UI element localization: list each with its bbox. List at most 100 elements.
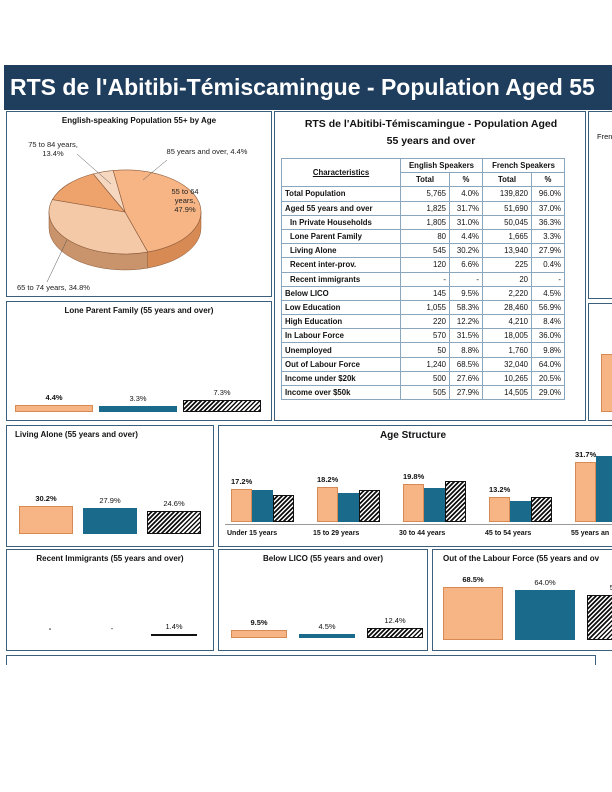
bar-value-label: 1.4%	[165, 622, 183, 631]
table-cell-fr-pct: 56.9%	[531, 299, 565, 316]
stats-table: Characteristics English Speakers French …	[281, 157, 565, 401]
pie-slice	[48, 199, 149, 255]
pie-label: 75 to 84 years, 13.4%	[28, 140, 78, 158]
page-title: RTS de l'Abitibi-Témiscamingue - Populat…	[4, 65, 612, 110]
table-cell-en-total: 50	[400, 342, 450, 358]
bar-value-label: 57.8	[587, 583, 612, 592]
other-bar	[445, 481, 466, 522]
infographic: RTS de l'Abitibi-Témiscamingue - Populat…	[4, 65, 612, 665]
table-cell-en-total: 1,825	[400, 200, 450, 216]
pie-slice	[51, 173, 126, 213]
lone-parent-panel: Lone Parent Family (55 years and over) 4…	[6, 301, 272, 421]
bottom-panel-fragment	[6, 655, 596, 665]
age-category-label: 30 to 44 years	[399, 530, 446, 537]
french-bar	[596, 456, 612, 522]
table-cell-label: Income over $50k	[281, 384, 401, 401]
table-cell-fr-pct: 64.0%	[531, 356, 565, 372]
immigrants-panel: Recent Immigrants (55 years and over) - -…	[6, 549, 214, 651]
table-row: In Private Households 1,805 31.0% 50,045 36.…	[281, 214, 565, 230]
table-cell-en-pct: 4.0%	[449, 186, 483, 202]
col-english: English Speakers	[400, 157, 483, 174]
table-cell-fr-total: 2,220	[482, 285, 532, 301]
table-cell-label: In Private Households	[281, 214, 401, 230]
english-bar	[231, 489, 252, 522]
bar-value-label: 3.3%	[129, 394, 147, 403]
table-row: Total Population 5,765 4.0% 139,820 96.0%	[281, 186, 565, 202]
other-bar	[531, 497, 552, 522]
table-row: High Education 220 12.2% 4,210 8.4%	[281, 314, 565, 330]
table-cell-fr-total: 14,505	[482, 384, 532, 401]
sub-en-total: Total	[400, 172, 450, 188]
bar-value-label: -	[48, 624, 52, 633]
french-bar	[424, 488, 445, 522]
lico-title: Below LICO (55 years and over)	[262, 554, 384, 563]
other-bar	[151, 634, 197, 636]
table-cell-label: Aged 55 years and over	[281, 200, 401, 216]
table-cell-fr-pct: 96.0%	[531, 186, 565, 202]
table-cell-label: Recent inter-prov.	[281, 257, 401, 273]
table-cell-fr-total: 18,005	[482, 328, 532, 344]
bar-value-label: 31.7%	[575, 449, 597, 459]
other-bar	[587, 594, 612, 640]
age-category-label: 55 years an	[571, 530, 610, 537]
bar-value-label: 64.0%	[534, 578, 556, 588]
table-cell-en-pct: 12.2%	[449, 314, 483, 330]
bar-value-label: 4.5%	[318, 622, 336, 631]
bar-value-label: -	[110, 624, 114, 633]
bar-value-label: 13.2%	[489, 484, 511, 494]
bar-value-label: 68.5%	[462, 574, 484, 584]
lico-panel: Below LICO (55 years and over) 9.5% 4.5% 1…	[218, 549, 428, 651]
sub-fr-total: Total	[482, 172, 532, 188]
table-cell-fr-pct: 37.0%	[531, 200, 565, 216]
table-cell-fr-pct: 36.3%	[531, 214, 565, 230]
english-bar	[489, 496, 510, 522]
table-cell-fr-total: 10,265	[482, 370, 532, 387]
table-row: Below LICO 145 9.5% 2,220 4.5%	[281, 285, 565, 301]
bar-value-label: 17.2%	[231, 477, 253, 487]
sub-en-pct: %	[449, 172, 483, 188]
sub-fr-pct: %	[531, 172, 565, 188]
table-cell-fr-total: 51,690	[482, 200, 532, 216]
right-edge-panel-mid	[588, 303, 612, 421]
table-cell-label: Recent immigrants	[281, 271, 401, 287]
col-characteristics: Characteristics	[281, 157, 401, 188]
table-cell-en-total: -	[400, 271, 450, 287]
table-cell-fr-total: 1,760	[482, 342, 532, 358]
english-bar	[403, 484, 424, 522]
bar-value-label: 30.2%	[35, 494, 57, 504]
other-bar	[367, 628, 423, 638]
table-cell-en-total: 500	[400, 370, 450, 387]
table-cell-label: Income under $20k	[281, 370, 401, 387]
table-cell-fr-pct: 36.0%	[531, 328, 565, 344]
table-title-line2: 55 years and over	[386, 135, 476, 147]
table-row: Lone Parent Family 80 4.4% 1,665 3.3%	[281, 228, 565, 245]
table-row: Out of Labour Force 1,240 68.5% 32,040 64.0%	[281, 356, 565, 372]
french-bar	[83, 508, 137, 534]
right-edge-panel-top: Fren	[588, 111, 612, 299]
table-cell-en-total: 545	[400, 243, 450, 259]
english-bar	[443, 586, 503, 640]
english-bar	[575, 461, 596, 522]
right-edge-bar	[601, 354, 612, 412]
table-cell-en-pct: 58.3%	[449, 299, 483, 316]
french-bar	[510, 501, 531, 522]
english-bar	[19, 506, 73, 534]
table-cell-fr-total: 139,820	[482, 186, 532, 202]
table-row: Living Alone 545 30.2% 13,940 27.9%	[281, 243, 565, 259]
pie-chart: 55 to 64 years, 47.9% 65 to 74 years, 34.8%…	[17, 140, 248, 292]
stats-table-panel: RTS de l'Abitibi-Témiscamingue - Populat…	[274, 111, 586, 421]
bar-value-label: 18.2%	[317, 475, 339, 485]
table-cell-fr-pct: 27.9%	[531, 243, 565, 259]
table-cell-en-pct: 27.6%	[449, 370, 483, 387]
table-cell-fr-total: 50,045	[482, 214, 532, 230]
other-bar	[273, 495, 294, 522]
table-cell-fr-total: 4,210	[482, 314, 532, 330]
col-french: French Speakers	[482, 157, 565, 174]
table-cell-fr-pct: 3.3%	[531, 228, 565, 245]
table-cell-en-pct: 9.5%	[449, 285, 483, 301]
out-labour-panel: Out of the Labour Force (55 years and ov…	[432, 549, 612, 651]
table-cell-label: Low Education	[281, 299, 401, 316]
table-cell-en-total: 120	[400, 257, 450, 273]
table-cell-en-pct: 6.6%	[449, 257, 483, 273]
pie-leader-line	[46, 239, 68, 283]
